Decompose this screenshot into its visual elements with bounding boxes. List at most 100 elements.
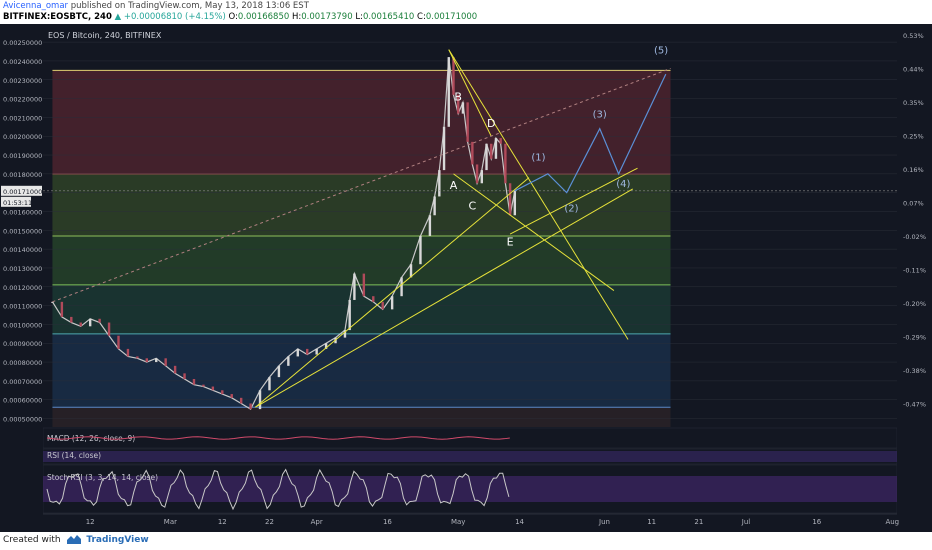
price-series	[43, 57, 897, 410]
candle	[362, 273, 366, 297]
y-tick-label: 0.00120000	[3, 284, 42, 292]
author-link[interactable]: Avicenna_omar	[3, 1, 69, 11]
candle	[51, 301, 54, 303]
ohlc-open-value: 0.00166850	[237, 12, 290, 22]
candle	[126, 348, 130, 357]
candle	[419, 235, 422, 265]
candle	[155, 358, 158, 363]
stoch-band	[43, 476, 897, 502]
candle	[485, 143, 488, 171]
macd-line	[46, 436, 510, 440]
trendline-dashed	[52, 67, 671, 303]
wave-label: (5)	[654, 45, 668, 56]
triangle-support-line	[509, 167, 638, 235]
candle	[499, 138, 502, 144]
symbol-label: BITFINEX:EOSBTC, 240	[3, 12, 112, 22]
wave-label: (2)	[564, 204, 578, 215]
y-tick-label: 0.00150000	[3, 227, 42, 235]
chart-title: EOS / Bitcoin, 240, BITFINEX	[48, 31, 162, 40]
candle	[239, 397, 243, 404]
wave-label: (3)	[593, 109, 607, 120]
x-tick-label: Aug	[885, 518, 899, 526]
wave-label: A	[450, 179, 458, 192]
candle	[221, 390, 224, 395]
candle	[230, 394, 233, 398]
current-price-label: 0.00171000	[3, 188, 42, 196]
candle	[372, 296, 375, 302]
macd-pane	[42, 427, 898, 449]
x-tick-label: 22	[265, 518, 274, 526]
x-tick-label: 16	[812, 518, 821, 526]
candle	[202, 384, 205, 387]
candle	[381, 301, 384, 310]
published-text: published on TradingView.com, May 13, 20…	[70, 1, 309, 11]
y-tick-label: 0.00160000	[3, 209, 42, 217]
y-tick-label: 0.00050000	[3, 416, 42, 424]
x-tick-label: 16	[383, 518, 392, 526]
candle	[98, 318, 101, 323]
triangle-lower-line	[453, 173, 615, 291]
candle	[508, 183, 512, 216]
x-tick-label: May	[451, 518, 465, 526]
x-tick-label: 21	[694, 518, 703, 526]
candle	[268, 377, 271, 391]
x-tick-label: 12	[218, 518, 227, 526]
fib-band	[52, 70, 671, 174]
ohlc-high-value: 0.00173790	[301, 12, 353, 22]
y-tick-label: 0.00100000	[3, 321, 42, 329]
y-tick-label: 0.00190000	[3, 152, 42, 160]
wave-label: C	[469, 200, 477, 213]
tradingview-logo-icon	[67, 535, 82, 544]
candle	[306, 348, 309, 355]
right-tick-label: 0.53%	[903, 32, 924, 40]
candle	[490, 143, 493, 159]
fib-band	[52, 333, 671, 408]
right-tick-label: -0.02%	[903, 233, 926, 241]
candle	[438, 170, 441, 197]
candle	[504, 143, 507, 184]
fib-band	[52, 284, 671, 334]
candle	[249, 403, 252, 410]
candle	[494, 138, 498, 159]
y-tick-label: 0.00200000	[3, 133, 42, 141]
wave-label: D	[487, 117, 495, 130]
drawings: A B C D E (1) (2) (3) (4) (5)	[52, 45, 671, 408]
grid	[43, 41, 897, 419]
right-tick-label: -0.20%	[903, 300, 926, 308]
wave-label: (1)	[531, 153, 545, 164]
candle	[480, 170, 483, 184]
candle	[296, 348, 299, 357]
indicator-panes: MACD (12, 26, close, 9) RSI (14, close) St…	[42, 427, 932, 515]
y-tick-label: 0.00090000	[3, 340, 42, 348]
publish-info: Avicenna_omar published on TradingView.c…	[3, 1, 309, 11]
candle	[461, 102, 465, 114]
countdown-label: 01:53:11	[3, 199, 32, 207]
indicator-label: MACD (12, 26, close, 9)	[47, 434, 135, 443]
right-axis-bg	[897, 24, 932, 532]
candle	[88, 318, 92, 327]
axes: 0.00250000 0.00240000 0.00230000 0.00220000…	[0, 24, 932, 532]
change-value: ▲ +0.00006810 (+4.15%)	[114, 12, 226, 22]
y-tick-label: 0.00110000	[3, 303, 42, 311]
candle	[258, 390, 262, 410]
tradingview-link[interactable]: TradingView	[86, 535, 149, 545]
candle	[315, 348, 318, 355]
x-tick-label: 14	[515, 518, 524, 526]
ohlc-low-value: 0.00165410	[362, 12, 415, 22]
price-chart[interactable]: A B C D E (1) (2) (3) (4) (5) MACD (12, 26, close…	[0, 24, 932, 532]
candle	[428, 215, 432, 236]
fib-band	[52, 407, 671, 427]
indicator-label: RSI (14, close)	[47, 451, 101, 460]
current-price-badge	[1, 185, 42, 196]
candle	[433, 196, 436, 216]
candle	[513, 190, 517, 216]
created-with-text: Created with	[3, 535, 61, 545]
candle	[70, 316, 73, 323]
x-tick-label: Mar	[164, 518, 177, 526]
right-tick-label: 0.16%	[903, 166, 924, 174]
candle	[390, 296, 394, 310]
trendline-support	[255, 188, 634, 408]
right-tick-label: -0.47%	[903, 401, 926, 409]
trendline-support	[254, 177, 530, 408]
projection-path	[514, 73, 667, 194]
